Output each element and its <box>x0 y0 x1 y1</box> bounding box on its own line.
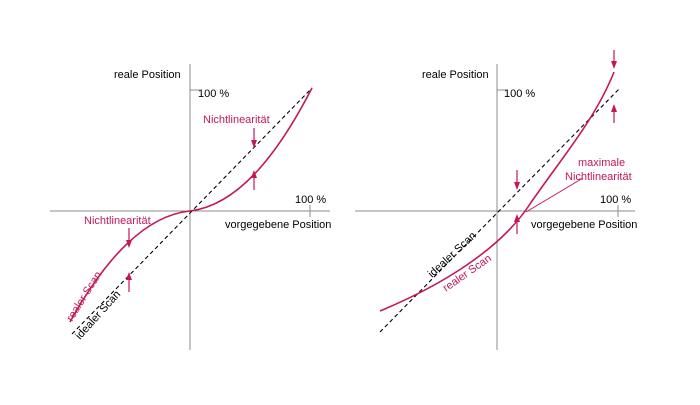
left-real-scan-curve <box>69 87 313 323</box>
left-y-axis-label: reale Position <box>114 69 181 81</box>
left-annotation-bottom: Nichtlinearität <box>84 215 151 227</box>
right-annotation-leader <box>525 177 584 213</box>
right-ideal-scan-line <box>379 87 621 333</box>
right-diagram: reale Position 100 % 100 % vorgegebene P… <box>355 50 637 350</box>
left-bottom-arrow-down-head <box>126 240 132 248</box>
right-real-scan-curve <box>379 71 615 312</box>
right-top-arrow-up-head <box>611 104 617 112</box>
right-annotation-line2: Nichtlinearität <box>565 171 632 183</box>
left-annotation-top: Nichtlinearität <box>203 114 270 126</box>
left-y-100-label: 100 % <box>198 88 229 100</box>
right-mid-arrow-down-head <box>514 182 520 190</box>
right-annotation-line1: maximale <box>578 157 625 169</box>
right-x-100-label: 100 % <box>600 194 631 206</box>
left-diagram: reale Position 100 % 100 % vorgegebene P… <box>50 64 331 350</box>
left-bottom-arrow-up-head <box>126 272 132 280</box>
right-mid-arrow-up-head <box>514 214 520 222</box>
left-x-100-label: 100 % <box>295 194 326 206</box>
right-y-axis-label: reale Position <box>422 69 489 81</box>
left-top-arrow-up-head <box>251 170 257 178</box>
right-top-arrow-down-head <box>611 61 617 69</box>
right-y-100-label: 100 % <box>504 88 535 100</box>
left-x-axis-label: vorgegebene Position <box>225 219 331 231</box>
left-top-arrow-down-head <box>251 140 257 148</box>
right-x-axis-label: vorgegebene Position <box>531 219 637 231</box>
